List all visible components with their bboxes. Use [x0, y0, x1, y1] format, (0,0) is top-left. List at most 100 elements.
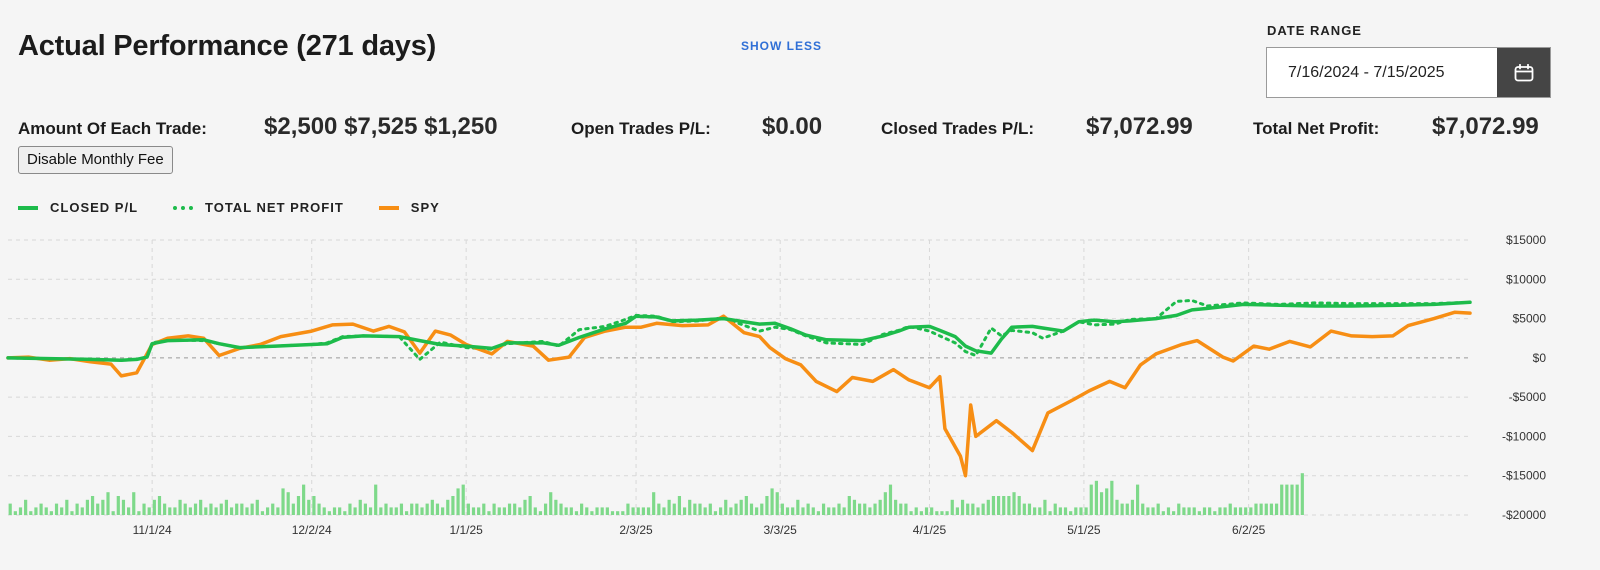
volume-bar — [585, 507, 589, 515]
volume-bar — [816, 511, 821, 515]
volume-bar — [152, 499, 156, 515]
volume-bar — [636, 507, 640, 515]
volume-bar — [574, 511, 579, 515]
volume-bar — [302, 484, 306, 515]
volume-bar — [827, 507, 831, 515]
volume-bar — [1120, 503, 1124, 515]
volume-bar — [1202, 507, 1207, 515]
volume-bar — [1218, 507, 1222, 515]
volume-bar — [178, 499, 182, 515]
volume-bar — [435, 503, 440, 515]
volume-bar — [832, 507, 836, 515]
volume-bar — [446, 499, 450, 515]
volume-bar — [734, 503, 738, 515]
date-range-label: DATE RANGE — [1267, 23, 1362, 38]
volume-bar — [1125, 503, 1129, 515]
legend-swatch-closed-pl — [18, 205, 38, 210]
volume-bar — [847, 496, 851, 515]
volume-bar — [1192, 507, 1196, 515]
legend-swatch-total-net-profit — [173, 205, 194, 210]
volume-bar — [1099, 492, 1104, 515]
volume-bar — [868, 507, 872, 515]
y-tick-label: $0 — [1533, 351, 1547, 365]
volume-bar — [291, 503, 295, 515]
volume-bar — [739, 499, 743, 515]
volume-bar — [34, 507, 38, 515]
volume-bar — [389, 507, 393, 515]
volume-bar — [471, 507, 476, 515]
volume-bar — [183, 503, 187, 515]
volume-bar — [837, 503, 841, 515]
volume-bar — [1053, 503, 1057, 515]
volume-bar — [312, 496, 316, 515]
volume-bar — [1223, 507, 1227, 515]
volume-bar — [24, 499, 28, 515]
volume-bar — [173, 507, 177, 515]
legend-item-spy[interactable]: SPY — [378, 200, 440, 215]
volume-bar — [1177, 503, 1181, 515]
date-range-input[interactable]: 7/16/2024 - 7/15/2025 — [1288, 63, 1445, 81]
volume-bar — [188, 507, 192, 515]
volume-bar — [374, 484, 378, 515]
volume-bar — [353, 507, 357, 515]
volume-bar — [1130, 499, 1135, 515]
volume-bar — [363, 503, 367, 515]
x-tick-label: 2/3/25 — [619, 523, 653, 537]
volume-bar — [317, 503, 321, 515]
volume-bar — [549, 492, 553, 515]
volume-bar — [693, 503, 697, 515]
volume-bar — [70, 511, 74, 515]
total-net-profit-label: Total Net Profit: — [1253, 119, 1380, 138]
volume-bar — [626, 503, 630, 515]
legend-item-closed-pl[interactable]: CLOSED P/L — [18, 200, 138, 215]
volume-bar — [451, 496, 455, 515]
y-tick-label: $15000 — [1506, 233, 1546, 247]
volume-bar — [229, 507, 234, 515]
open-trades-value: $0.00 — [762, 113, 823, 140]
volume-bar — [1172, 511, 1176, 515]
volume-bar — [224, 499, 229, 515]
volume-bar — [729, 507, 733, 515]
closed-pl-line — [6, 300, 1472, 362]
volume-bar — [214, 507, 218, 515]
calendar-button[interactable] — [1497, 48, 1550, 97]
disable-monthly-fee-button[interactable]: Disable Monthly Fee — [18, 146, 173, 174]
volume-bar — [543, 503, 548, 515]
volume-bar — [986, 499, 990, 515]
volume-bar — [1022, 503, 1026, 515]
volume-bar — [1259, 503, 1263, 515]
volume-bar — [1228, 503, 1232, 515]
volume-bar — [1274, 503, 1279, 515]
volume-bar — [688, 499, 692, 515]
calendar-icon — [1514, 63, 1533, 81]
volume-bar — [652, 492, 656, 515]
volume-bar — [955, 507, 960, 515]
volume-bar — [760, 503, 764, 515]
volume-bar — [90, 496, 95, 515]
volume-bar — [281, 488, 285, 515]
volume-bar — [49, 511, 53, 515]
show-less-link[interactable]: SHOW LESS — [741, 39, 823, 53]
volume-bar — [111, 511, 115, 515]
volume-bar — [142, 503, 146, 515]
amount-each-trade-label: Amount Of Each Trade: — [18, 119, 207, 138]
volume-bar — [456, 488, 460, 515]
volume-bar — [858, 503, 862, 515]
legend-item-total-net-profit[interactable]: TOTAL NET PROFIT — [173, 200, 344, 215]
x-tick-label: 11/1/24 — [133, 523, 172, 537]
volume-bar — [482, 503, 486, 515]
volume-bar — [163, 503, 167, 515]
volume-bar — [127, 507, 131, 515]
volume-bar — [924, 507, 929, 515]
volume-bar — [914, 507, 918, 515]
volume-bar — [1105, 488, 1109, 515]
volume-bar — [1007, 496, 1011, 515]
volume-bar — [667, 499, 671, 515]
date-range-picker[interactable]: 7/16/2024 - 7/15/2025 — [1266, 47, 1551, 98]
volume-bar — [1002, 496, 1006, 515]
volume-bar — [518, 507, 522, 515]
volume-bar — [966, 503, 970, 515]
volume-bar — [358, 499, 362, 515]
volume-bar — [1156, 503, 1160, 515]
volume-bar — [1166, 507, 1171, 515]
